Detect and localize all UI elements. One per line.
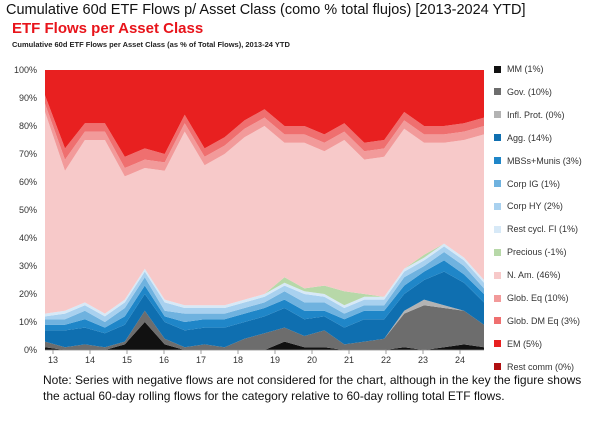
area-n-am [45,112,484,314]
y-tick-label: 0% [24,345,37,355]
y-tick-label: 30% [19,261,37,271]
x-tick-label: 23 [418,355,428,365]
x-tick-label: 18 [233,355,243,365]
area-glob-dm-eq [45,95,484,168]
legend-swatch [494,180,501,187]
legend-item: Rest cycl. FI (1%) [494,223,578,235]
legend-item: Precious (-1%) [494,246,567,258]
area-corp-hy [45,246,484,322]
legend-label: Infl. Prot. (0%) [507,109,565,120]
x-tick-label: 17 [196,355,206,365]
area-precious [45,243,484,314]
legend-swatch [494,111,501,119]
legend-label: MM (1%) [507,64,544,74]
legend-item: MM (1%) [494,63,544,75]
area-mm [45,322,484,350]
x-tick-label: 19 [270,355,280,365]
legend-item: Glob. DM Eq (3%) [494,315,580,327]
legend-label: N. Am. (46%) [507,270,561,281]
area-gov [45,305,484,350]
legend-item: Gov. (10%) [494,86,552,98]
legend-item: Infl. Prot. (0%) [494,109,565,121]
area-em [45,70,484,157]
x-tick-label: 22 [381,355,391,365]
chart-note: Note: Series with negative flows are not… [43,373,582,403]
chart-subtitle: Cumulative 60d ETF Flows per Asset Class… [12,40,290,49]
x-tick-label: 20 [307,355,317,365]
chart-title: ETF Flows per Asset Class [12,20,204,37]
page-title: Cumulative 60d ETF Flows p/ Asset Class … [6,2,526,18]
legend-label: Rest cycl. FI (1%) [507,224,579,235]
legend-label: Gov. (10%) [507,86,552,97]
y-tick-label: 50% [19,205,37,215]
y-tick-label: 100% [14,65,37,75]
x-tick-label: 13 [48,355,58,365]
y-tick-label: 20% [19,289,37,299]
y-tick-label: 70% [19,149,37,159]
x-tick-label: 24 [455,355,465,365]
legend-label: Agg. (14%) [507,132,553,143]
area-mbss-munis [45,260,484,334]
legend-label: EM (5%) [507,338,543,349]
area-rest-cycl-fi [45,243,484,317]
legend-swatch [494,340,501,348]
legend-swatch [494,88,501,96]
legend-swatch [494,202,501,210]
x-tick-label: 14 [85,355,95,365]
y-tick-label: 90% [19,93,37,103]
legend-label: Glob. DM Eq (3%) [507,315,581,326]
x-tick-label: 15 [122,355,132,365]
legend-label: Rest comm (0%) [507,361,575,372]
legend-label: Corp HY (2%) [507,201,563,212]
legend-label: Corp IG (1%) [507,178,561,189]
legend-item: Agg. (14%) [494,132,552,144]
y-tick-label: 40% [19,233,37,243]
y-tick-label: 10% [19,317,37,327]
legend-label: Glob. Eq (10%) [507,293,569,303]
area-glob-eq [45,103,484,177]
x-tick-label: 16 [159,355,169,365]
legend-swatch [494,225,501,233]
legend-item: MBSs+Munis (3%) [494,155,582,167]
legend-item: Corp IG (1%) [494,178,560,190]
legend-swatch [494,317,501,325]
legend-swatch [494,248,501,256]
x-tick-label: 21 [344,355,354,365]
legend-label: Precious (-1%) [507,247,567,258]
legend-item: Rest comm (0%) [494,361,574,373]
legend-swatch [494,294,501,302]
legend-swatch [494,65,501,73]
y-tick-label: 60% [19,177,37,187]
legend-item: Corp HY (2%) [494,200,563,212]
legend-item: N. Am. (46%) [494,269,561,281]
area-infl-prot [45,299,484,348]
y-tick-label: 80% [19,121,37,131]
legend-item: EM (5%) [494,338,542,350]
area-agg [45,271,484,348]
legend-label: MBSs+Munis (3%) [507,155,582,166]
legend-item: Glob. Eq (10%) [494,292,569,304]
legend-swatch [494,363,501,371]
legend-swatch [494,157,501,165]
legend-swatch [494,134,501,142]
area-corp-ig [45,252,484,328]
legend-swatch [494,271,501,279]
